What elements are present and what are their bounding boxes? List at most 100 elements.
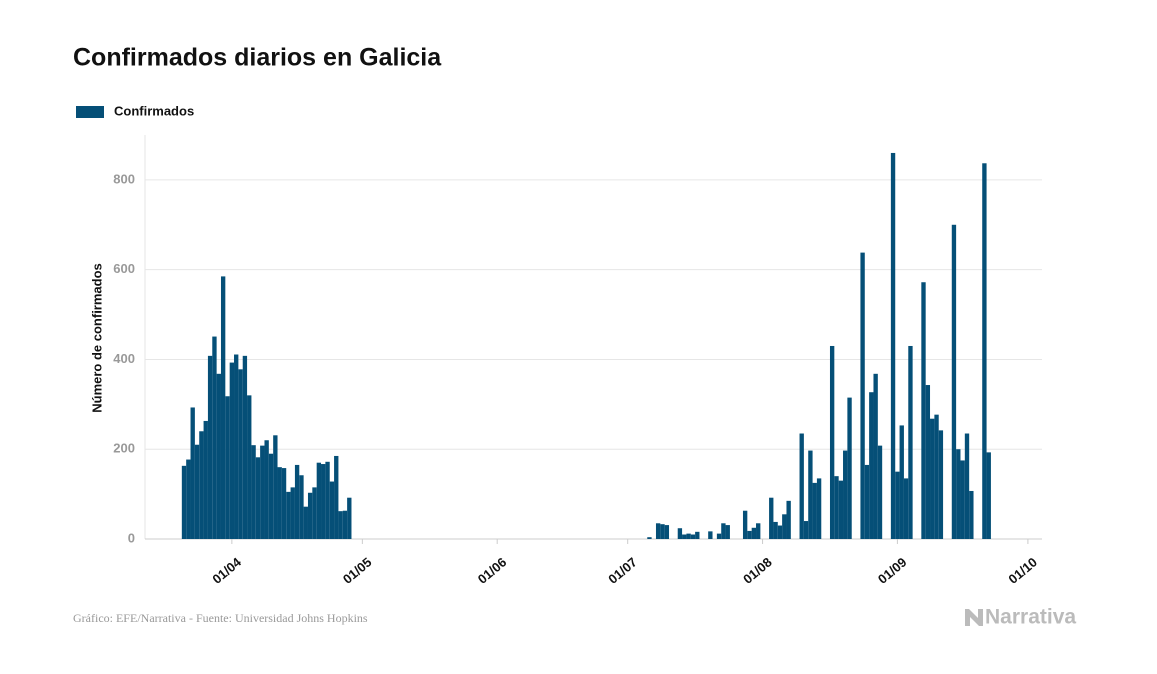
logo: Narrativa [985,606,1076,629]
source: Gráfico: EFE/Narrativa - Fuente: Univers… [73,611,368,625]
bar [216,373,221,539]
bar [777,525,783,539]
bar [769,497,774,539]
bar [281,468,287,539]
bar [812,482,817,539]
bar [708,531,713,539]
bar [251,445,256,539]
x-tick-label: 01/05 [340,554,375,586]
bar [273,435,278,539]
bar [203,420,208,539]
bar [908,345,913,539]
bar [299,475,304,539]
bar [255,457,261,539]
bar [938,430,944,539]
x-tick-label: 01/09 [875,554,910,586]
legend-swatch [76,106,104,118]
bar [212,336,217,539]
x-tick-label: 01/08 [740,554,775,586]
bar [277,467,282,539]
bar [930,418,935,539]
bar [890,152,896,539]
bar [338,511,343,539]
bar [956,449,961,539]
bar [725,525,730,539]
bar [847,397,852,539]
bar [834,476,839,539]
bar [321,464,326,539]
bar [316,462,322,539]
bar [716,533,722,539]
bar [860,252,865,539]
bar [951,224,957,539]
y-tick-label: 0 [128,530,135,545]
bar [220,276,226,539]
bar [721,523,726,539]
y-tick-label: 800 [113,171,135,186]
bar [682,534,687,539]
bar [234,354,239,539]
bar [225,396,230,539]
x-tick-label: 01/10 [1005,554,1040,586]
bar [742,510,748,539]
bar [751,527,757,539]
bar [686,533,691,539]
bar [312,487,317,539]
y-tick-label: 200 [113,441,135,456]
bar [229,362,235,539]
bar [268,453,274,539]
bar [782,514,787,539]
bar [747,530,752,539]
bar [843,450,848,539]
bar [190,407,195,539]
bar [803,521,809,539]
x-tick-label: 01/07 [605,554,640,586]
bar [303,506,308,539]
bar [325,461,330,539]
bar [773,521,778,539]
bar [647,537,652,539]
y-tick-label: 400 [113,351,135,366]
bar [347,497,352,539]
bar [808,450,813,539]
bar [664,525,670,539]
bar [238,369,243,539]
bar [695,531,700,539]
bar [899,425,904,539]
bar [895,471,900,539]
legend-label: Confirmados [114,103,194,118]
bar [838,480,844,539]
bar [186,459,191,539]
bar [934,414,939,539]
bar [864,464,870,539]
bar [786,500,791,539]
chart-title: Confirmados diarios en Galicia [73,44,442,72]
bar [242,355,248,539]
bar [829,345,835,539]
bar [960,460,965,539]
bar [307,492,313,539]
bar [342,510,348,539]
bar [247,395,252,539]
bar [903,478,909,539]
bar [194,444,200,539]
bar [199,431,204,539]
bar [816,478,822,539]
bar [877,445,883,539]
bar [869,392,874,539]
logo-icon [965,609,983,626]
bar [677,528,683,539]
bar [799,433,804,539]
bar [986,452,991,539]
bar [286,491,291,539]
y-tick-label: 600 [113,261,135,276]
bar [294,464,300,539]
bar [264,440,269,539]
bar [334,455,339,539]
bar [207,355,213,539]
bar [690,534,696,539]
x-tick-label: 01/06 [475,554,510,586]
bar [756,523,761,539]
bar [969,490,974,539]
